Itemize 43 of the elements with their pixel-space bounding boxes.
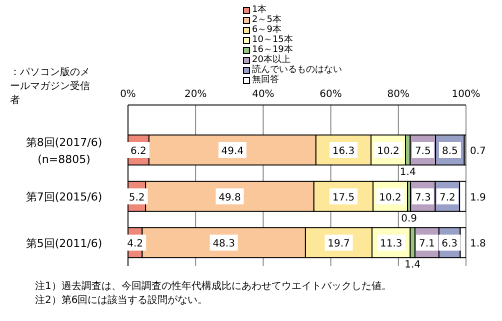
data-label: 0.7 (470, 146, 486, 157)
legend-label: 読んでいるものはない (252, 65, 342, 75)
legend-label: 16～19本 (252, 45, 293, 55)
data-label: 48.3 (212, 238, 235, 250)
chart-subtitle: ：パソコン版のメールマガジン受信者 (10, 66, 91, 108)
legend-label: 6～9本 (252, 25, 282, 35)
data-label: 6.2 (130, 146, 146, 157)
data-label: 1.4 (404, 260, 421, 271)
data-label: 7.3 (414, 192, 431, 204)
y-tick-label: 第8回(2017/6) (n=8805) (26, 136, 102, 166)
legend-label: 2～5本 (252, 15, 282, 25)
data-label: 1.8 (470, 238, 486, 250)
data-label: 7.1 (419, 238, 435, 250)
legend-label: 1本 (252, 5, 267, 15)
data-label: 19.7 (328, 238, 350, 250)
data-label: 6.3 (442, 238, 458, 250)
x-tick-label: 80% (387, 89, 410, 100)
data-label: 49.8 (218, 192, 241, 204)
x-tick-label: 60% (320, 89, 342, 100)
data-label: 4.2 (127, 238, 144, 250)
text: 注2）第6回には該当する設問がない。 (35, 294, 208, 307)
data-label: 7.2 (439, 192, 456, 204)
data-label: 17.5 (332, 192, 355, 204)
data-label: 1.4 (400, 167, 416, 178)
data-label: 1.9 (470, 192, 486, 204)
data-label: 11.3 (380, 238, 402, 250)
x-tick-label: 100% (452, 89, 480, 100)
data-label: 10.2 (377, 146, 400, 157)
data-label: 10.2 (379, 192, 402, 204)
data-label: 49.4 (221, 146, 244, 157)
y-tick-label: 第7回(2015/6) (26, 190, 102, 204)
x-tick-label: 0% (120, 89, 136, 100)
data-label: 8.5 (442, 146, 458, 157)
legend-label: 無回答 (252, 75, 279, 85)
data-label: 0.9 (401, 213, 417, 224)
x-tick-label: 20% (184, 89, 207, 100)
data-label: 16.3 (332, 146, 355, 157)
legend-label: 10～15本 (252, 35, 293, 45)
text: 注1）過去調査は、今回調査の性年代構成比にあわせてウエイトバックした値。 (35, 280, 392, 293)
x-tick-label: 40% (252, 89, 274, 100)
data-label: 7.5 (414, 146, 431, 157)
legend-label: 20本以上 (252, 55, 290, 65)
y-tick-label: 第5回(2011/6) (26, 236, 102, 250)
